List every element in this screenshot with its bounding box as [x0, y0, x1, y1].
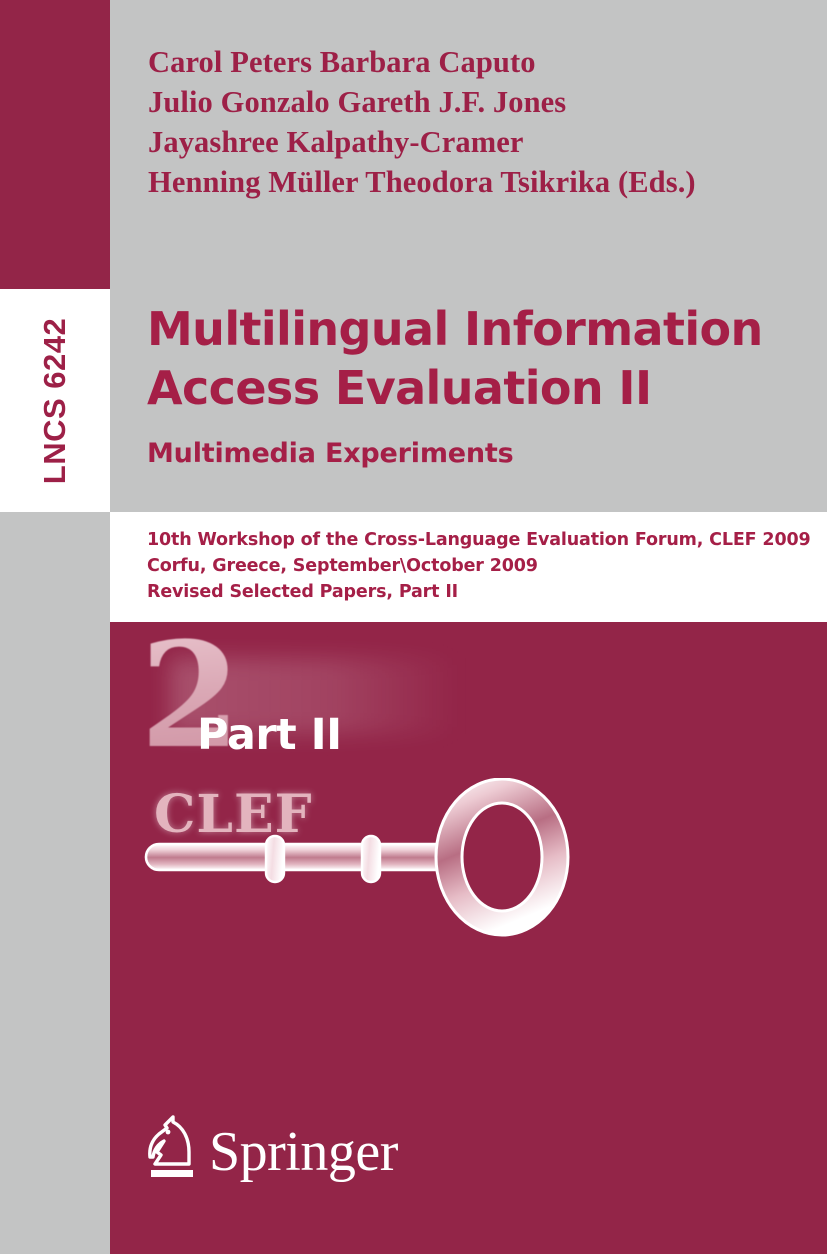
series-label-text: LNCS 6242 — [37, 317, 72, 484]
conference-line: Revised Selected Papers, Part II — [147, 582, 459, 602]
spine-white-band — [0, 289, 110, 512]
volume-area: 2 Part II — [110, 622, 827, 822]
conference-line: 10th Workshop of the Cross-Language Eval… — [147, 530, 811, 550]
volume-number: 2 — [140, 611, 241, 781]
cover-gray-block — [110, 0, 827, 512]
clef-wordmark: CLEF — [154, 784, 313, 845]
title-line: Multilingual Information — [147, 302, 763, 356]
springer-logo: Springer — [143, 1112, 443, 1198]
editors-list: Carol Peters Barbara Caputo Julio Gonzal… — [148, 42, 808, 202]
title-line: Access Evaluation II — [147, 361, 652, 415]
title-group: Multilingual Information Access Evaluati… — [147, 300, 827, 469]
clef-logo: CLEF — [140, 777, 590, 963]
volume-glow-streak — [170, 658, 460, 734]
series-label: LNCS 6242 — [0, 289, 110, 512]
editor-line: Carol Peters Barbara Caputo — [148, 45, 536, 79]
spine-gray-block — [0, 512, 110, 1254]
editor-line: Henning Müller Theodora Tsikrika (Eds.) — [148, 165, 696, 199]
book-title: Multilingual Information Access Evaluati… — [147, 300, 827, 418]
book-subtitle: Multimedia Experiments — [147, 438, 514, 469]
springer-wordmark: Springer — [209, 1121, 398, 1183]
cover-maroon-panel — [110, 622, 827, 1254]
conference-info: 10th Workshop of the Cross-Language Eval… — [147, 527, 827, 605]
editor-line: Julio Gonzalo Gareth J.F. Jones — [148, 85, 567, 119]
springer-knight-icon — [148, 1115, 193, 1177]
volume-part-label: Part II — [197, 710, 342, 760]
conference-line: Corfu, Greece, September\October 2009 — [147, 556, 538, 576]
spine-maroon-block — [0, 0, 110, 289]
key-icon — [144, 777, 570, 937]
cover-white-band — [110, 512, 827, 622]
editor-line: Jayashree Kalpathy-Cramer — [148, 125, 524, 159]
